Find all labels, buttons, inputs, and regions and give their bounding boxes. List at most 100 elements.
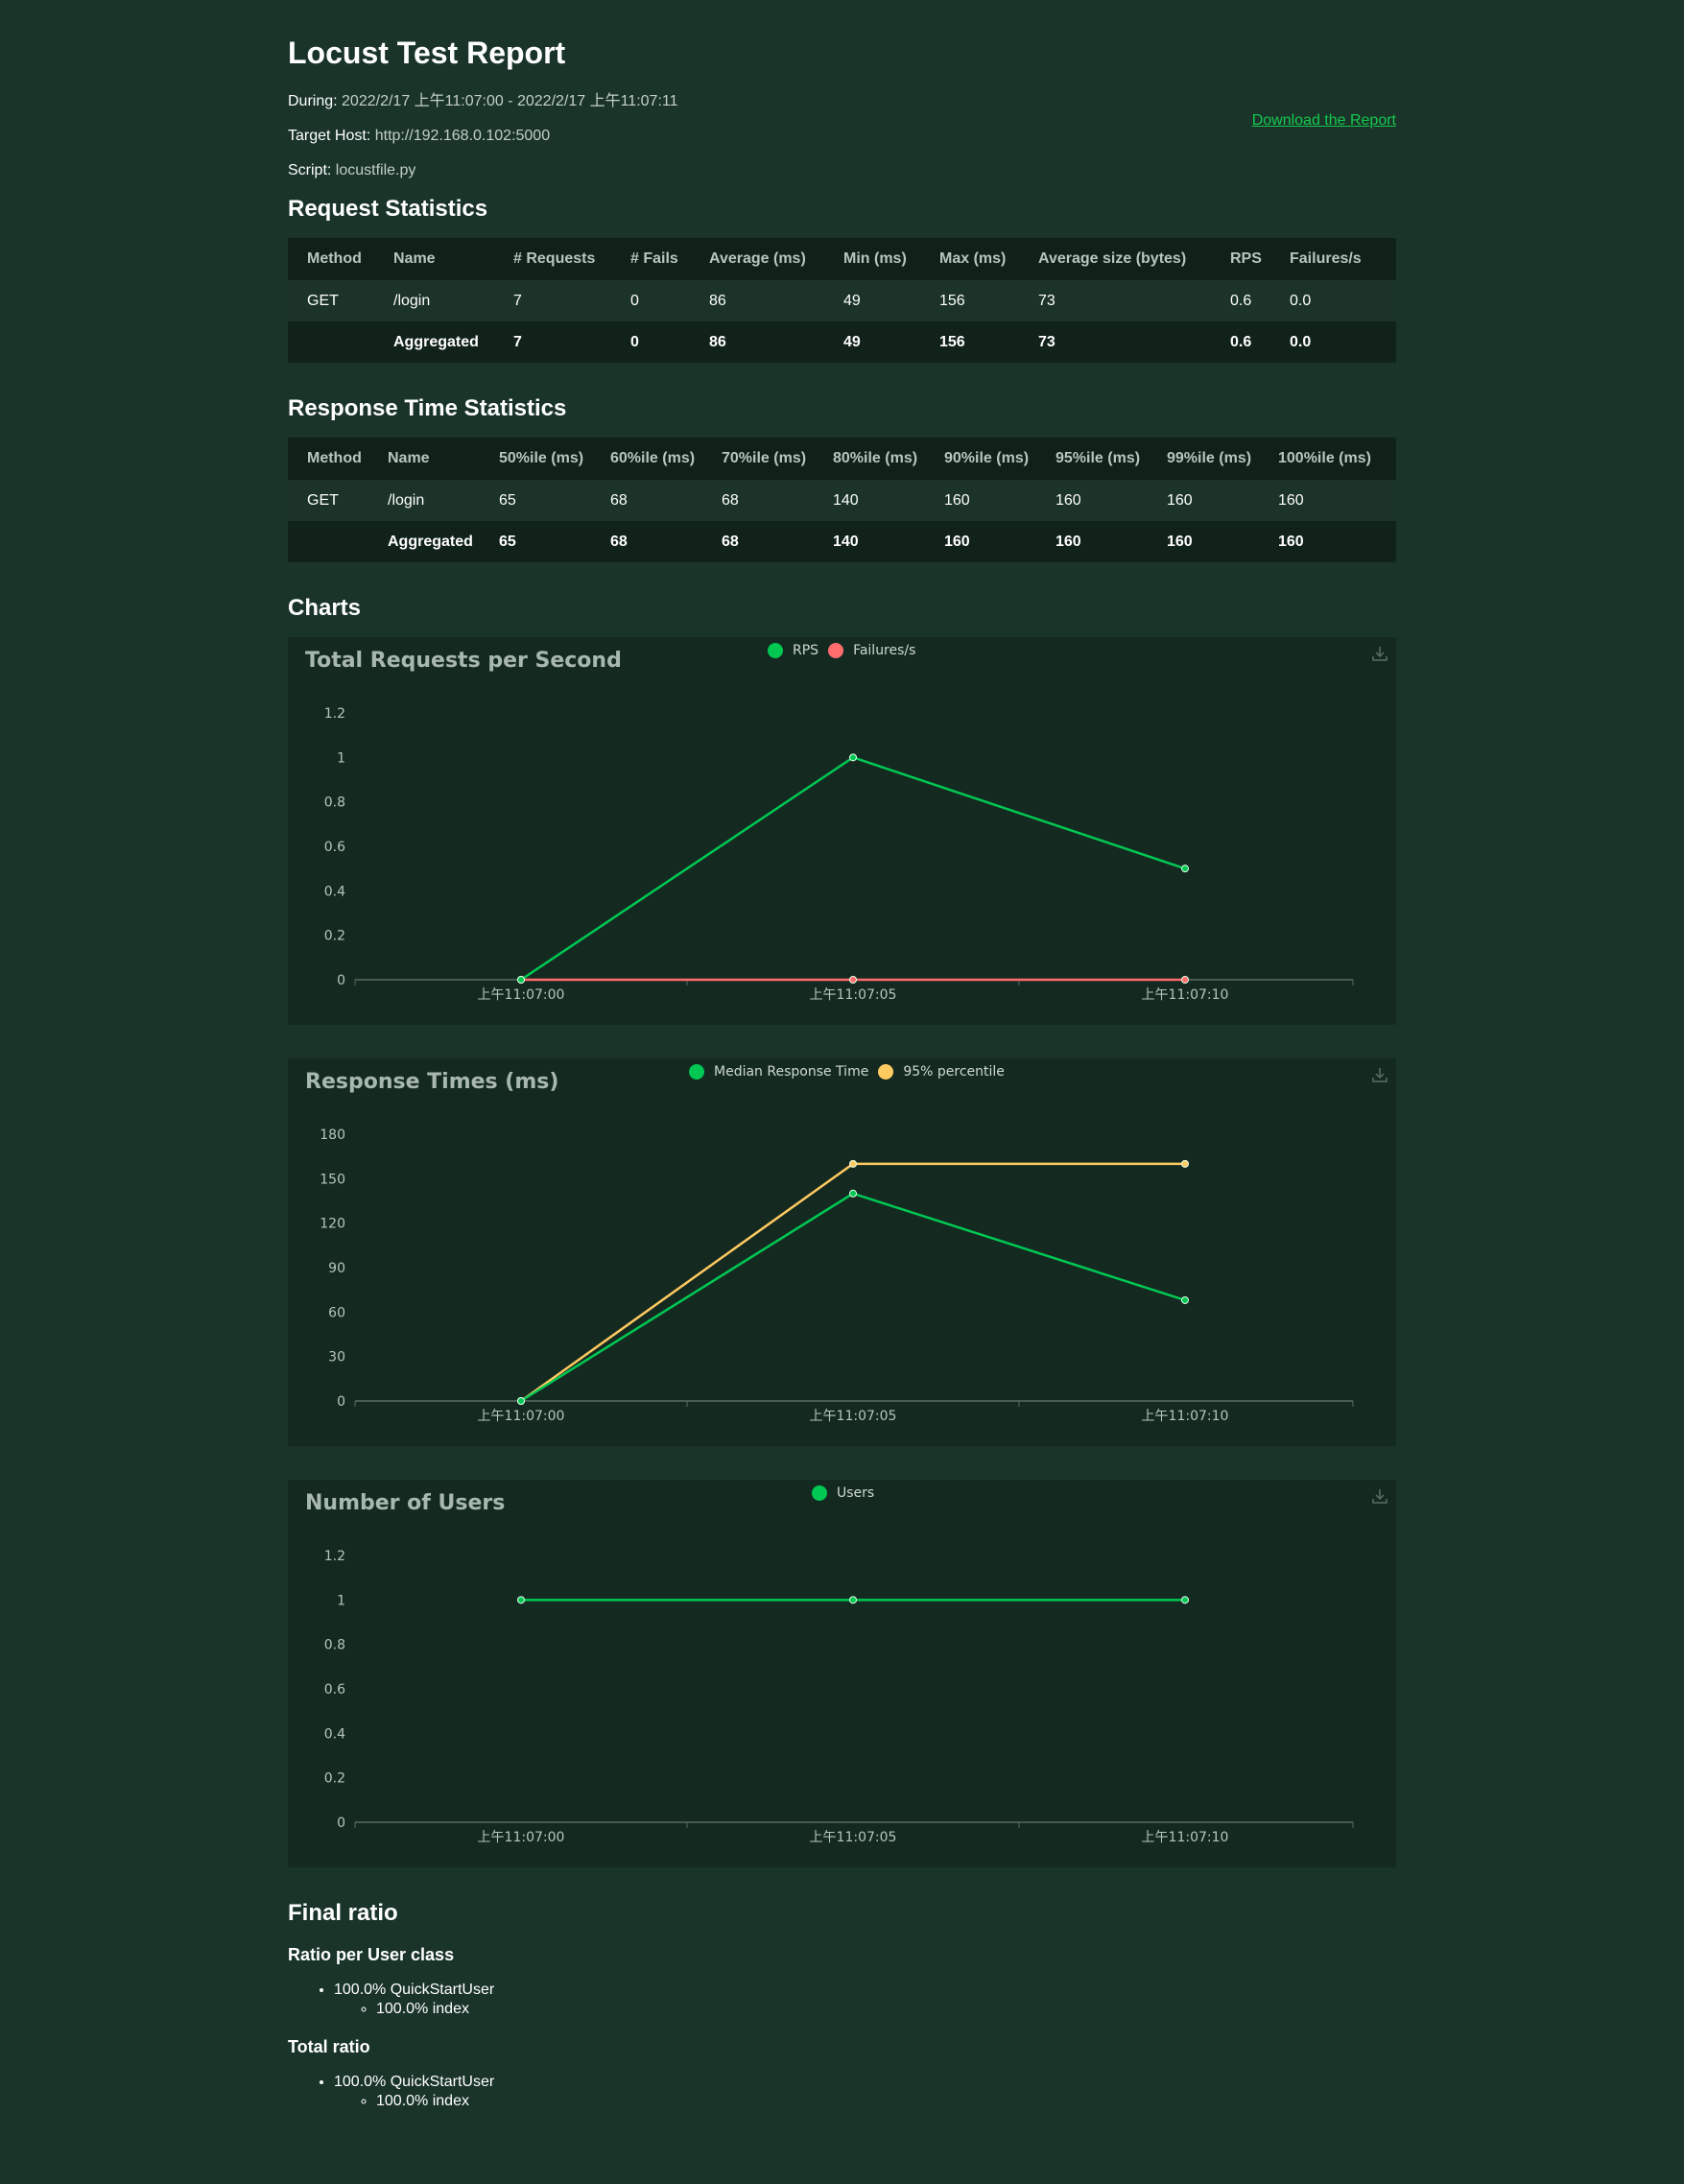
table-cell: 156 [920,280,1019,322]
y-tick-label: 150 [320,1173,345,1188]
table-cell: 156 [920,321,1019,364]
x-tick-label: 上午11:07:00 [478,1409,565,1424]
chart-title: Response Times (ms) [305,1070,559,1095]
y-tick-label: 0.6 [324,1682,345,1697]
y-tick-label: 120 [320,1217,345,1232]
download-report-link[interactable]: Download the Report [1251,112,1396,129]
y-tick-label: 0 [337,1816,345,1831]
legend-label[interactable]: Failures/s [853,643,916,659]
page-title: Locust Test Report [288,36,566,70]
ratio-per-class-list: 100.0% QuickStartUser 100.0% index [288,1981,1396,2019]
chart-legend: Median Response Time 95% percentile [679,1064,1005,1080]
column-header: Failures/s [1270,238,1396,281]
series-line-rps [520,756,1186,982]
chart-response-times: Response Times (ms) Median Response Time… [288,1058,1396,1447]
legend-dot-failures[interactable] [828,643,844,659]
data-point [849,1596,857,1604]
table-cell: 65 [480,480,591,522]
data-point [849,1160,857,1169]
table-cell: 160 [1148,480,1259,522]
list-item: 100.0% QuickStartUser 100.0% index [334,1981,1396,2019]
table-cell: 68 [702,521,814,563]
chart-legend: Users [802,1485,875,1502]
table-cell: Aggregated [374,321,494,364]
table-row-aggregated: Aggregated 65 68 68 140 160 160 160 160 [288,521,1396,563]
legend-dot-median[interactable] [689,1064,704,1080]
legend-dot-rps[interactable] [768,643,783,659]
request-stats-title: Request Statistics [288,196,488,223]
data-point [1181,865,1189,873]
table-cell: 73 [1019,321,1211,364]
download-icon[interactable] [1371,645,1388,662]
data-point [849,1190,857,1199]
table-cell: 65 [480,521,591,563]
table-cell: 160 [925,480,1036,522]
y-tick-label: 1.2 [324,706,345,722]
table-cell: 160 [1036,521,1148,563]
column-header: Method [288,238,374,281]
legend-label[interactable]: RPS [793,643,819,659]
y-tick-label: 60 [328,1306,345,1321]
list-item: 100.0% index [376,2092,1396,2111]
data-point [849,976,857,985]
data-point [1181,1296,1189,1305]
x-tick-label: 上午11:07:10 [1142,987,1229,1003]
table-cell: 0.0 [1270,321,1396,364]
table-cell: Aggregated [368,521,480,563]
y-tick-label: 0.8 [324,795,345,811]
x-tick-label: 上午11:07:00 [478,1830,565,1845]
series-line-95-percentile [520,1163,1185,1403]
data-point [1181,1596,1189,1604]
table-cell: /login [368,480,480,522]
column-header: 80%ile (ms) [814,438,925,481]
during-label: During: [288,93,338,110]
x-tick-label: 上午11:07:10 [1142,1409,1229,1424]
data-point [849,753,857,762]
table-cell: GET [288,280,374,322]
y-tick-label: 0 [337,1394,345,1410]
total-ratio-title: Total ratio [288,2037,370,2057]
column-header: RPS [1211,238,1270,281]
script-line: Script: locustfile.py [288,163,1396,178]
legend-label[interactable]: Users [837,1485,875,1502]
column-header: Min (ms) [824,238,920,281]
x-tick-label: 上午11:07:05 [810,1409,897,1424]
column-header: Max (ms) [920,238,1019,281]
request-stats-table: Method Name # Requests # Fails Average (… [288,238,1396,364]
y-tick-label: 0.8 [324,1638,345,1653]
ratio-per-class-title: Ratio per User class [288,1945,455,1965]
script-value: locustfile.py [335,162,416,179]
list-item-label: 100.0% QuickStartUser [334,1982,495,1999]
script-label: Script: [288,162,332,179]
charts-title: Charts [288,595,362,622]
download-icon[interactable] [1371,1066,1388,1083]
list-item: 100.0% index [376,2000,1396,2019]
x-tick-label: 上午11:07:05 [810,987,897,1003]
table-cell: 160 [1148,521,1259,563]
table-cell: 49 [824,321,920,364]
column-header: Method [288,438,368,481]
legend-label[interactable]: Median Response Time [714,1064,869,1080]
table-header-row: Method Name # Requests # Fails Average (… [288,238,1396,281]
column-header: Average (ms) [690,238,824,281]
table-cell: 0.6 [1211,280,1270,322]
legend-label[interactable]: 95% percentile [903,1064,1005,1080]
table-cell: /login [374,280,494,322]
series-line-median-response-time [520,1192,1186,1403]
table-row: GET /login 7 0 86 49 156 73 0.6 0.0 [288,280,1396,322]
y-tick-label: 0.2 [324,1771,345,1787]
legend-dot-users[interactable] [812,1485,827,1502]
table-cell [288,321,374,364]
chart-rps: Total Requests per Second RPS Failures/s… [288,637,1396,1026]
table-cell: 86 [690,321,824,364]
legend-dot-95th[interactable] [878,1064,894,1080]
column-header: # Requests [494,238,611,281]
table-cell: 68 [591,480,702,522]
table-cell [288,521,368,563]
column-header: Name [368,438,480,481]
table-cell: 0 [611,321,690,364]
download-icon[interactable] [1371,1487,1388,1505]
table-row-aggregated: Aggregated 7 0 86 49 156 73 0.6 0.0 [288,321,1396,364]
column-header: Average size (bytes) [1019,238,1211,281]
table-cell: 160 [1259,521,1396,563]
